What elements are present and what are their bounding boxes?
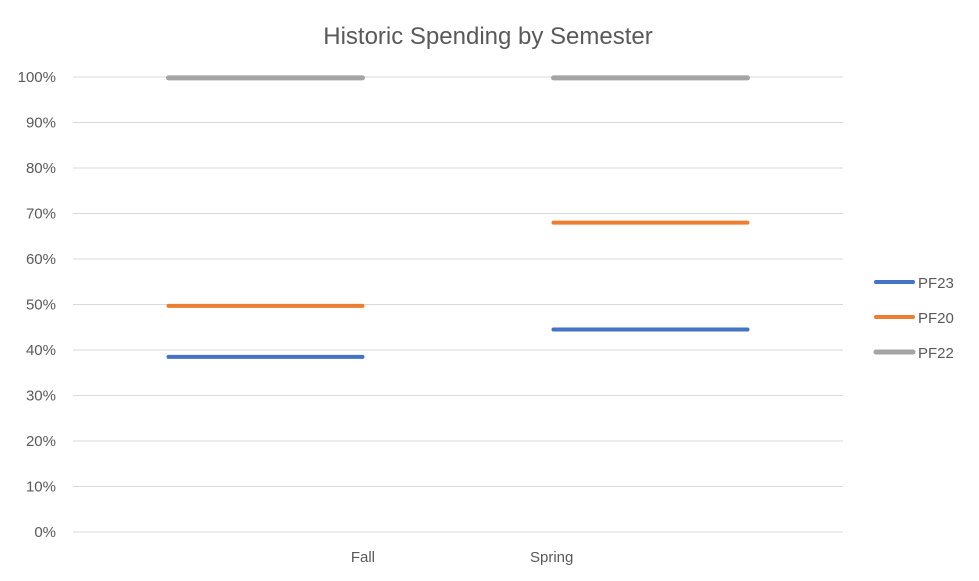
- x-axis-categories: Fall Spring: [351, 549, 574, 566]
- y-tick-label: 20%: [26, 433, 56, 450]
- y-tick-label: 60%: [26, 251, 56, 268]
- legend-label-pf23: PF23: [918, 275, 954, 292]
- y-tick-label: 40%: [26, 342, 56, 359]
- y-tick-label: 100%: [18, 69, 56, 86]
- y-tick-label: 0%: [34, 524, 56, 541]
- x-category-label: Spring: [530, 549, 573, 566]
- x-category-label: Fall: [351, 549, 375, 566]
- y-tick-label: 50%: [26, 297, 56, 314]
- y-tick-label: 10%: [26, 479, 56, 496]
- y-tick-label: 30%: [26, 388, 56, 405]
- y-axis-ticks: 0% 10% 20% 30% 40% 50% 60% 70% 80% 90% 100%: [18, 69, 56, 541]
- legend-label-pf22: PF22: [918, 345, 954, 362]
- y-tick-label: 70%: [26, 206, 56, 223]
- legend: PF23 PF20 PF22: [873, 275, 954, 362]
- y-tick-label: 80%: [26, 160, 56, 177]
- series-lines: [166, 75, 750, 359]
- legend-label-pf20: PF20: [918, 310, 954, 327]
- chart-title: Historic Spending by Semester: [323, 23, 652, 50]
- y-tick-label: 90%: [26, 115, 56, 132]
